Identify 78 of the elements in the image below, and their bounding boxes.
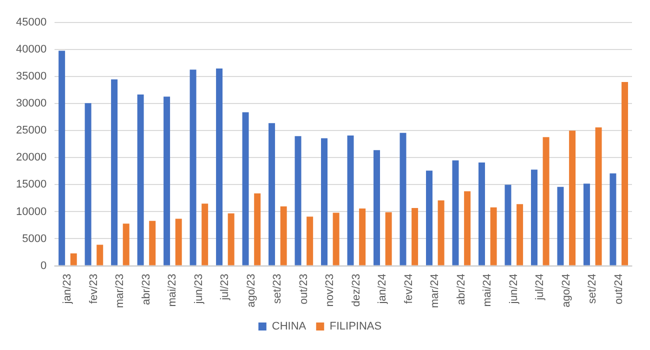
bar (149, 220, 156, 266)
y-tick-label: 25000 (16, 124, 47, 137)
y-tick-label: 40000 (16, 44, 47, 56)
bar (122, 224, 130, 266)
x-tick-label: out/23 (298, 274, 310, 304)
bar (464, 191, 471, 266)
bar (374, 150, 380, 266)
bar (438, 200, 444, 266)
bar (254, 193, 261, 266)
y-tick-label: 10000 (16, 206, 47, 218)
legend-label: CHINA (272, 320, 307, 333)
bar (385, 212, 392, 266)
bar (478, 162, 485, 266)
bar (84, 103, 92, 266)
x-tick-label: jan/24 (376, 274, 389, 305)
x-tick-label: set/24 (586, 274, 599, 304)
x-tick-label: mar/23 (114, 274, 126, 308)
x-tick-label: ago/23 (245, 274, 258, 308)
x-tick-label: mar/24 (429, 274, 442, 308)
x-tick-label: ago/24 (560, 274, 572, 308)
bar (516, 204, 524, 266)
y-tick-label: 30000 (16, 98, 47, 110)
bar (268, 123, 276, 266)
bar (280, 206, 287, 266)
x-tick-label: jul/23 (219, 274, 232, 302)
bar (359, 208, 366, 266)
bar (70, 253, 77, 266)
x-tick-label: fev/24 (402, 274, 415, 304)
x-tick-label: nov/23 (324, 274, 336, 307)
x-tick-label: out/24 (612, 274, 625, 304)
bar (242, 112, 249, 266)
bar (622, 82, 628, 266)
x-tick-label: jan/23 (62, 274, 74, 305)
bar (400, 132, 406, 266)
bar (164, 96, 170, 266)
bar (216, 68, 223, 266)
y-tick-label: 20000 (16, 152, 47, 164)
bar (228, 213, 234, 266)
bar (530, 170, 538, 266)
y-tick-label: 5000 (22, 232, 47, 245)
bar (306, 216, 314, 266)
bar (569, 130, 576, 266)
bar (175, 218, 182, 266)
bar (426, 170, 432, 266)
x-tick-label: jul/24 (534, 274, 546, 302)
bar (321, 138, 328, 266)
bar (137, 94, 144, 266)
bar (332, 212, 340, 266)
bar (583, 184, 590, 266)
bar (452, 160, 459, 266)
bar (111, 79, 118, 266)
y-tick-label: 15000 (16, 178, 47, 191)
bar (504, 184, 512, 266)
bar (610, 173, 616, 266)
bar (595, 127, 602, 266)
y-tick-label: 45000 (16, 16, 47, 29)
bar (202, 204, 208, 266)
x-tick-label: set/23 (272, 274, 284, 304)
legend-label: FILIPINAS (330, 320, 382, 333)
bar (490, 207, 497, 266)
x-tick-label: jun/23 (192, 274, 205, 305)
bar (347, 136, 354, 266)
x-tick-label: abr/24 (455, 274, 468, 305)
y-tick-label: 0 (40, 260, 47, 272)
bar (557, 186, 564, 266)
bar (96, 244, 104, 266)
bar (412, 208, 418, 266)
bar (58, 50, 66, 266)
x-tick-label: mai/23 (166, 274, 179, 307)
x-tick-label: fev/23 (88, 274, 100, 304)
bar (190, 70, 196, 266)
y-tick-label: 35000 (16, 70, 47, 83)
x-tick-label: jun/24 (508, 274, 520, 305)
bar (294, 136, 302, 266)
x-tick-label: mai/24 (482, 274, 494, 307)
x-tick-label: abr/23 (140, 274, 152, 305)
bar (542, 137, 550, 266)
x-tick-label: dez/23 (350, 274, 362, 307)
